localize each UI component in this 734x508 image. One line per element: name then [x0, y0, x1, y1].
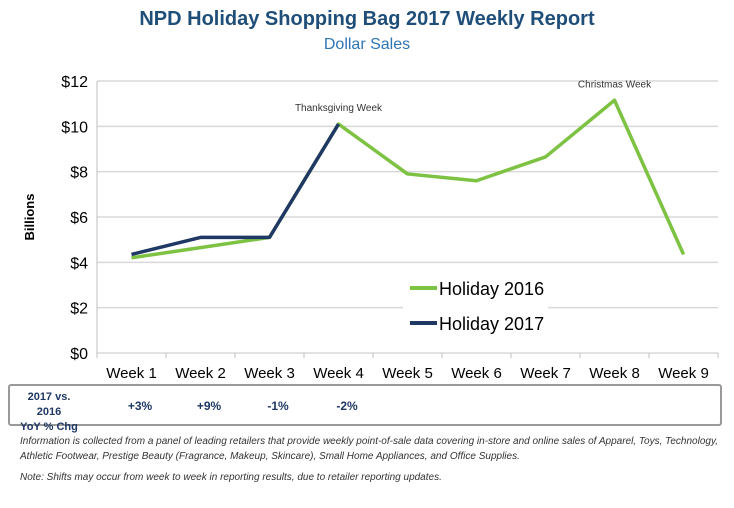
x-tick-label: Week 9 [658, 365, 709, 382]
yoy-week-3: -1% [267, 399, 289, 413]
yoy-label-line2: YoY % Chg [20, 421, 78, 433]
x-tick-label: Week 4 [313, 365, 364, 382]
x-tick-label: Week 1 [106, 365, 157, 382]
yoy-label: 2017 vs. 2016 YoY % Chg [16, 390, 82, 435]
footnote-info: Information is collected from a panel of… [20, 436, 718, 462]
x-tick-label: Week 8 [589, 365, 640, 382]
series-line-holiday-2016 [131, 98, 686, 260]
legend-label: Holiday 2016 [439, 279, 544, 299]
y-tick-label: $6 [70, 210, 88, 227]
chart-subtitle: Dollar Sales [323, 36, 411, 53]
yoy-label-line1: 2017 vs. 2016 [27, 391, 71, 418]
x-tick-label: Week 5 [382, 365, 433, 382]
chart-title: NPD Holiday Shopping Bag 2017 Weekly Rep… [139, 8, 595, 30]
legend-label: Holiday 2017 [439, 314, 544, 334]
y-tick-label: $8 [70, 165, 88, 182]
y-axis-label: Billions [22, 194, 37, 241]
legend-background [403, 272, 548, 344]
footnote-shifts: Note: Shifts may occur from week to week… [20, 472, 442, 483]
annotation: Thanksgiving Week [295, 103, 383, 114]
y-tick-label: $2 [70, 301, 88, 318]
x-tick-label: Week 3 [244, 365, 295, 382]
yoy-week-4: -2% [336, 399, 358, 413]
yoy-week-1: +3% [127, 399, 153, 413]
x-tick-label: Week 7 [520, 365, 571, 382]
annotation: Christmas Week [578, 79, 652, 90]
series-line-holiday-2017 [131, 123, 340, 257]
y-tick-label: $4 [70, 255, 88, 272]
yoy-table: 2017 vs. 2016 YoY % Chg +3% +9% -1% -2% [8, 384, 722, 433]
x-tick-label: Week 6 [451, 365, 502, 382]
line-chart: $0 $2 $4 $6 $8 $10 $12 Week 1 Week 2 Week 3 Week 4… [22, 74, 719, 382]
y-tick-label: $0 [70, 346, 88, 363]
y-tick-label: $12 [61, 74, 88, 91]
y-tick-label: $10 [61, 119, 88, 136]
x-tick-label: Week 2 [175, 365, 226, 382]
yoy-week-2: +9% [196, 399, 222, 413]
